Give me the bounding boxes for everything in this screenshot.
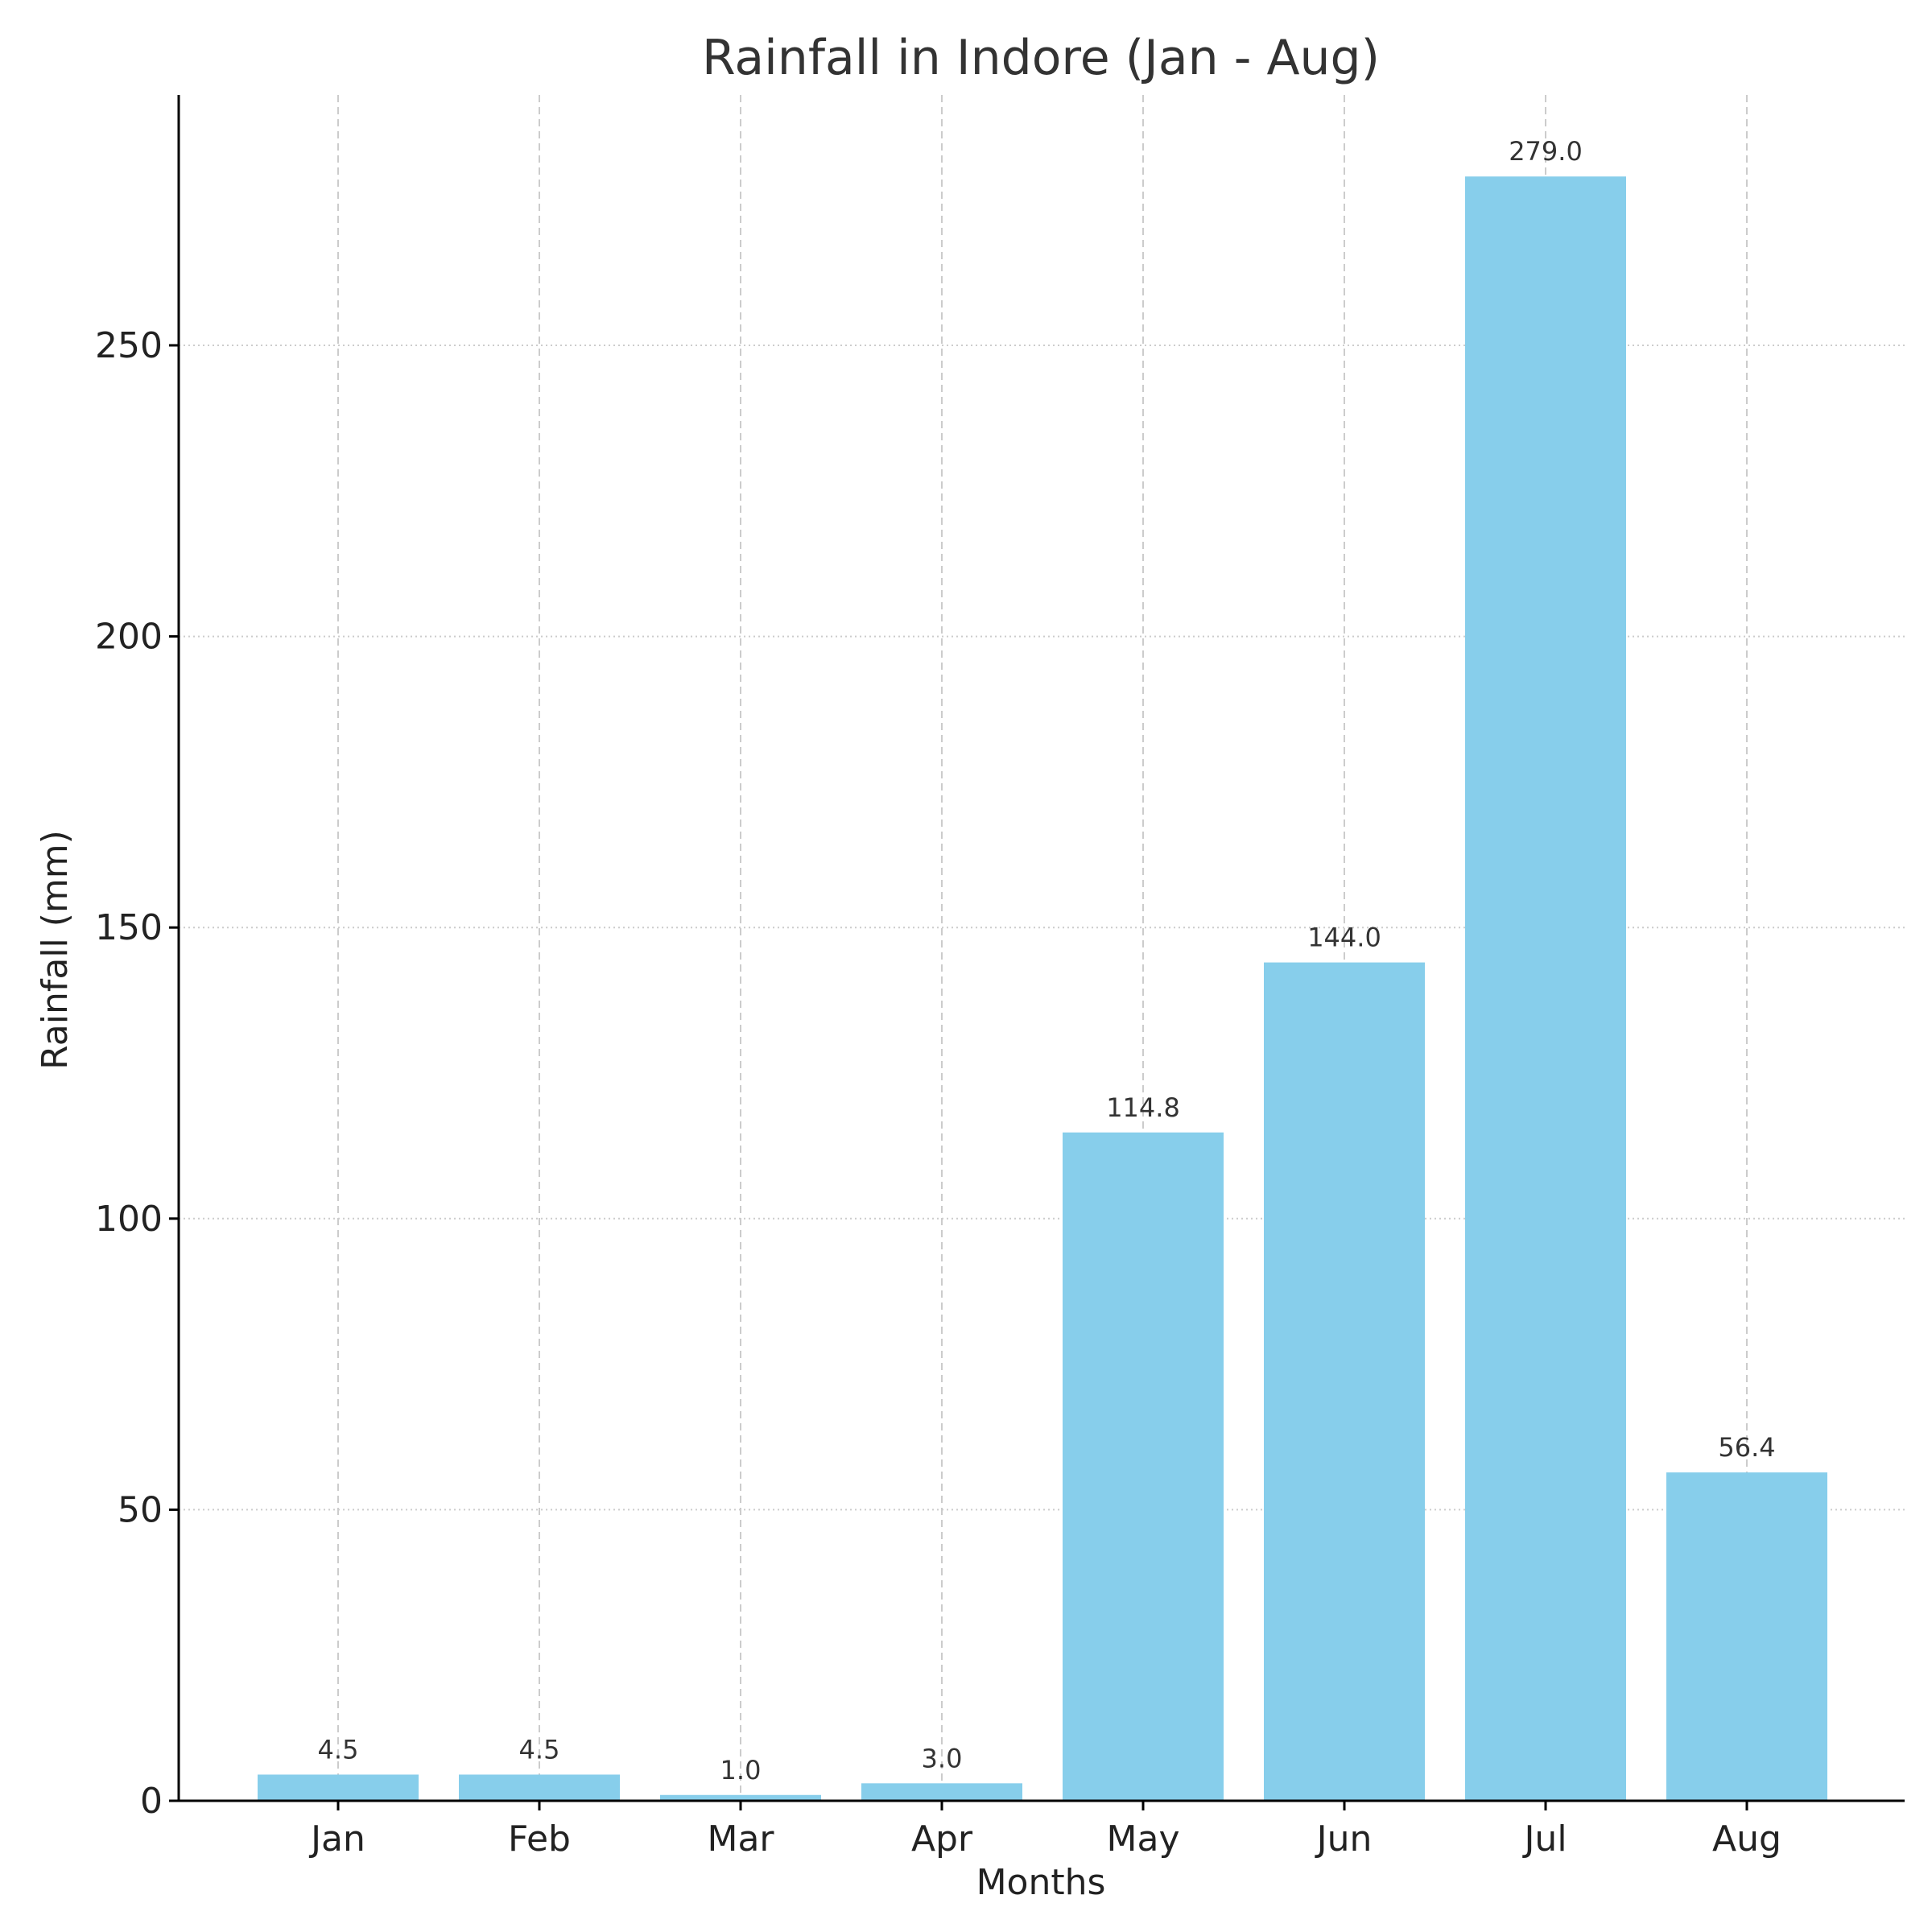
bar-jun	[1264, 962, 1425, 1801]
bar-value-label: 4.5	[318, 1734, 359, 1765]
bar-layer	[258, 176, 1827, 1801]
x-tick-label: Apr	[911, 1818, 973, 1860]
bar-apr	[861, 1783, 1022, 1801]
bar-may	[1063, 1132, 1224, 1801]
bar-jul	[1465, 176, 1626, 1801]
y-tick-label: 100	[95, 1199, 163, 1240]
x-tick-label: Aug	[1712, 1818, 1781, 1860]
y-axis-title: Rainfall (mm)	[35, 830, 76, 1070]
bar-mar	[660, 1794, 821, 1801]
y-tick-label: 50	[118, 1489, 163, 1530]
bar-value-label: 114.8	[1106, 1092, 1180, 1123]
bar-aug	[1666, 1472, 1827, 1801]
bar-jan	[258, 1774, 419, 1801]
x-tick-label: Jul	[1521, 1818, 1567, 1860]
x-axis-title: Months	[976, 1862, 1106, 1903]
y-tick-label: 0	[140, 1781, 163, 1822]
bar-value-label: 3.0	[922, 1743, 963, 1773]
y-tick-label: 150	[95, 907, 163, 948]
x-tick-label: May	[1107, 1818, 1180, 1860]
bar-feb	[459, 1774, 620, 1801]
label-layer: 0 50 100 150 200 250 4.5 Jan 4.5 Feb 1.0 Mar 3.0 Apr 1…	[95, 136, 1781, 1860]
chart-title: Rainfall in Indore (Jan - Aug)	[702, 30, 1380, 86]
bar-value-label: 1.0	[720, 1755, 762, 1785]
x-tick-label: Mar	[707, 1818, 774, 1860]
bar-value-label: 4.5	[519, 1734, 560, 1765]
bar-value-label: 279.0	[1509, 136, 1583, 167]
grid-layer	[179, 95, 1905, 1801]
y-tick-label: 200	[95, 617, 163, 658]
bar-value-label: 56.4	[1718, 1432, 1775, 1463]
y-tick-label: 250	[95, 325, 163, 366]
bar-value-label: 144.0	[1307, 923, 1381, 953]
x-tick-label: Jun	[1315, 1818, 1373, 1860]
axis-layer	[177, 95, 1905, 1802]
x-tick-label: Feb	[508, 1818, 571, 1860]
x-tick-label: Jan	[308, 1818, 365, 1860]
